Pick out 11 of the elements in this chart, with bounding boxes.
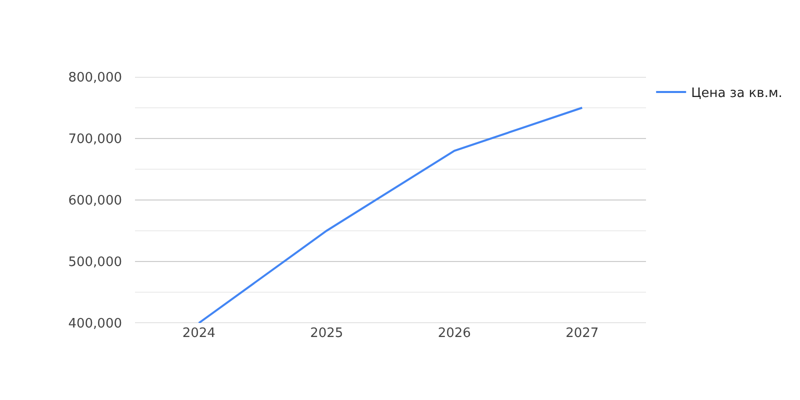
x-tick-label: 2027 (566, 326, 599, 341)
y-tick-label: 800,000 (68, 70, 122, 86)
line-series (198, 106, 584, 323)
y-tick-label: 400,000 (68, 316, 122, 332)
x-tick-label: 2025 (310, 326, 344, 341)
y-tick-label: 700,000 (68, 132, 122, 148)
x-tick-label: 2026 (438, 326, 471, 341)
x-tick-label: 2024 (182, 326, 216, 341)
y-tick-label: 500,000 (68, 255, 122, 270)
y-tick-label: 600,000 (68, 194, 122, 209)
legend-label: Цена за кв.м. (691, 86, 782, 102)
